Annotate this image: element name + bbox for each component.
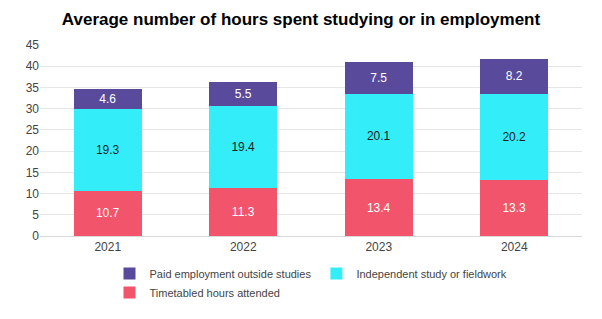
svg-text:11.3: 11.3 (232, 205, 255, 219)
svg-text:20.2: 20.2 (502, 130, 526, 144)
svg-text:10.7: 10.7 (96, 206, 120, 220)
svg-text:30: 30 (26, 102, 40, 116)
svg-text:Paid employment outside studie: Paid employment outside studies (150, 268, 312, 280)
svg-text:13.4: 13.4 (367, 201, 391, 215)
svg-text:Timetabled hours attended: Timetabled hours attended (150, 287, 280, 299)
svg-text:10: 10 (26, 187, 40, 201)
svg-text:25: 25 (26, 123, 40, 137)
svg-text:2023: 2023 (365, 240, 392, 254)
svg-text:7.5: 7.5 (370, 71, 387, 85)
svg-text:2021: 2021 (94, 240, 121, 254)
svg-text:20.1: 20.1 (367, 129, 391, 143)
svg-text:Independent study or fieldwork: Independent study or fieldwork (356, 268, 506, 280)
svg-text:4.6: 4.6 (99, 92, 116, 106)
svg-text:20: 20 (26, 144, 40, 158)
svg-text:5: 5 (32, 208, 39, 222)
svg-text:19.4: 19.4 (231, 140, 255, 154)
svg-text:19.3: 19.3 (96, 143, 120, 157)
svg-text:Average number of hours spent: Average number of hours spent studying o… (62, 10, 541, 29)
svg-text:0: 0 (32, 229, 39, 243)
svg-text:35: 35 (26, 81, 40, 95)
svg-text:8.2: 8.2 (506, 69, 523, 83)
svg-text:2024: 2024 (501, 240, 528, 254)
svg-text:15: 15 (26, 166, 40, 180)
svg-text:40: 40 (26, 59, 40, 73)
svg-text:2022: 2022 (230, 240, 257, 254)
svg-text:13.3: 13.3 (502, 201, 526, 215)
svg-text:5.5: 5.5 (235, 87, 252, 101)
svg-text:45: 45 (26, 38, 40, 52)
